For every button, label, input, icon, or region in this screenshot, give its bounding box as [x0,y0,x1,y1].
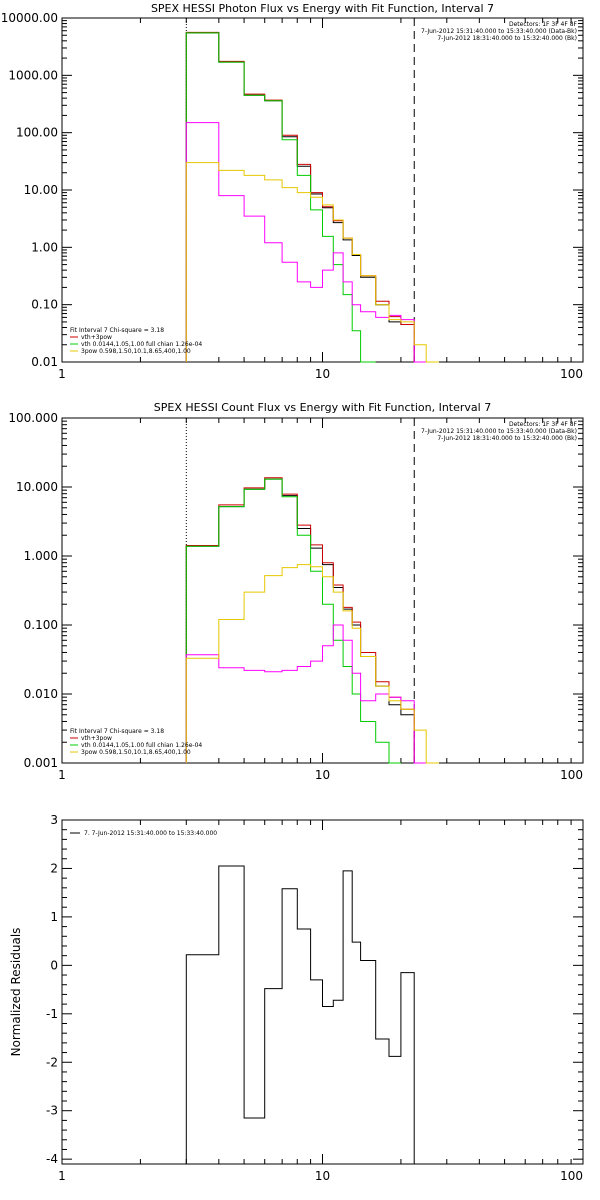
y-tick-label: 1.000 [24,549,58,563]
legend-label: 7. 7-Jun-2012 15:31:40.000 to 15:33:40.0… [84,830,217,837]
y-tick-label: 10.00 [24,183,58,197]
y-tick-label: 0 [50,958,58,972]
detector-info-line: Detectors: 1F 3F 4F 8F [509,21,578,28]
y-tick-label: -3 [46,1104,58,1118]
legend-label: vth+3pow [81,735,112,742]
series-3-step-line [185,122,427,363]
series-0-step-line [185,478,415,763]
legend-label: 3pow 0.598,1.50,10.1,8.65,400,1.00 [81,749,191,756]
y-tick-label: 0.10 [31,298,58,312]
legend-label: vth 0.0144,1.05,1.00 full chian 1.26e-04 [81,341,202,348]
chart-title: SPEX HESSI Photon Flux vs Energy with Fi… [151,2,494,15]
y-tick-label: 1000.00 [8,68,58,82]
x-tick-label: 1 [58,1169,66,1183]
y-tick-label: 0.01 [31,355,58,369]
y-tick-label: 10.000 [16,480,58,494]
x-tick-label: 1 [58,768,66,782]
x-tick-label: 10 [315,1169,330,1183]
y-tick-label: 100.00 [16,126,58,140]
legend-label: vth 0.0144,1.05,1.00 full chian 1.26e-04 [81,742,202,749]
series-4-step-line [185,564,439,764]
legend-label: 3pow 0.598,1.50,10.1,8.65,400,1.00 [81,348,191,355]
x-tick-label: 10 [315,768,330,782]
y-tick-label: -2 [46,1055,58,1069]
y-axis-label: Normalized Residuals [9,928,23,1057]
detector-info-line: 7-Jun-2012 15:31:40.000 to 15:33:40.000 … [421,428,577,435]
series-4-step-line [185,162,439,363]
detector-info-line: 7-Jun-2012 15:31:40.000 to 15:33:40.000 … [421,28,577,35]
y-tick-label: 1.00 [31,240,58,254]
y-tick-label: -1 [46,1007,58,1021]
x-tick-label: 1 [58,367,66,381]
x-tick-label: 100 [560,367,583,381]
x-tick-label: 100 [560,1169,583,1183]
legend-label: vth+3pow [81,334,112,341]
series-1-step-line [185,477,415,763]
chart-title: SPEX HESSI Count Flux vs Energy with Fit… [154,401,491,414]
plot-frame [61,17,584,363]
detector-info-line: 7-Jun-2012 18:31:40.000 to 15:32:40.000 … [437,435,577,442]
series-0-step-line [185,32,415,362]
fit-legend-title: Fit Interval 7 Chi-square = 3.18 [70,728,164,735]
series-1-step-line [185,31,415,362]
y-tick-label: 0.100 [24,618,58,632]
y-tick-label: -4 [46,1152,58,1166]
x-tick-label: 10 [315,367,330,381]
detector-info-line: 7-Jun-2012 18:31:40.000 to 15:32:40.000 … [437,35,577,42]
y-tick-label: 100.000 [8,411,58,425]
y-tick-label: 0.001 [24,756,58,770]
detector-info-line: Detectors: 1F 3F 4F 8F [509,421,578,428]
y-tick-label: 0.010 [24,687,58,701]
series-2-step-line [185,32,376,363]
x-tick-label: 100 [560,768,583,782]
fit-legend-title: Fit Interval 7 Chi-square = 3.18 [70,327,164,334]
series-0-step-line [185,865,415,1164]
y-tick-label: 1 [50,910,58,924]
y-tick-label: 2 [50,861,58,875]
series-3-step-line [185,624,427,764]
y-tick-label: 10000.00 [1,11,58,25]
y-tick-label: 3 [50,813,58,827]
